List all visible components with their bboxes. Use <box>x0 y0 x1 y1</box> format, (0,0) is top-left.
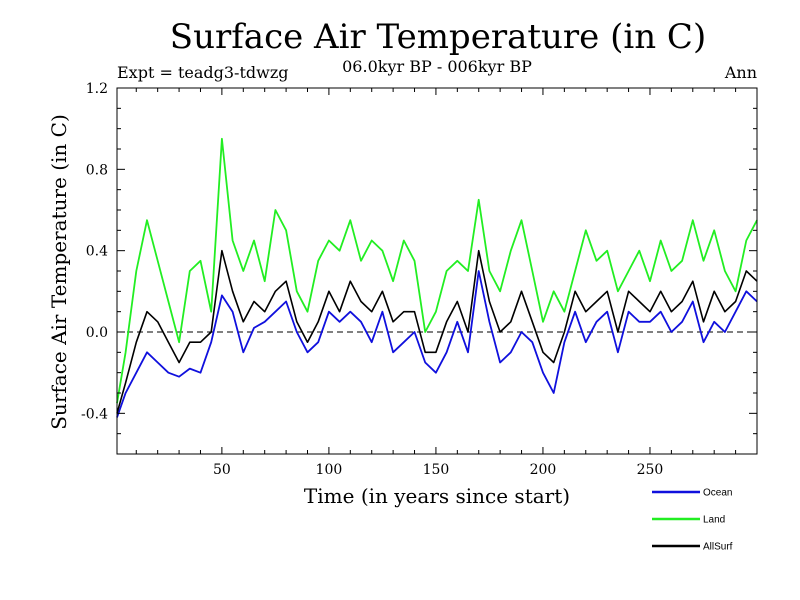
x-tick-label: 50 <box>213 462 231 478</box>
x-axis-ticks: 50 100 150 200 250 <box>135 88 737 478</box>
period-label: 06.0kyr BP - 006kyr BP <box>342 57 532 76</box>
series-layer <box>116 137 758 418</box>
x-tick-label: 150 <box>423 462 450 478</box>
chart-title: Surface Air Temperature (in C) <box>170 17 706 57</box>
legend: Ocean Land AllSurf <box>652 488 733 553</box>
y-axis-label: Surface Air Temperature (in C) <box>47 114 71 430</box>
series-line-ocean <box>116 270 758 418</box>
plot-area: 50 100 150 200 250 -0.4 0.0 0.4 0.8 1.2 <box>81 81 758 478</box>
y-axis-ticks: -0.4 0.0 0.4 0.8 1.2 <box>81 81 757 455</box>
legend-label-ocean: Ocean <box>703 488 732 499</box>
series-line-land <box>116 137 758 404</box>
x-tick-label: 100 <box>316 462 343 478</box>
x-tick-label: 250 <box>637 462 664 478</box>
x-tick-label: 200 <box>530 462 557 478</box>
legend-label-allsurf: AllSurf <box>703 542 733 553</box>
y-tick-label: 0.0 <box>86 325 108 341</box>
experiment-label: Expt = teadg3-tdwzg <box>117 63 289 82</box>
y-tick-label: 0.8 <box>86 162 108 178</box>
x-axis-label: Time (in years since start) <box>304 484 570 508</box>
y-tick-label: -0.4 <box>81 406 108 422</box>
season-label: Ann <box>724 63 757 82</box>
y-tick-label: 1.2 <box>86 81 108 97</box>
series-line-allsurf <box>116 249 758 414</box>
legend-label-land: Land <box>703 515 725 526</box>
y-tick-label: 0.4 <box>86 244 108 260</box>
